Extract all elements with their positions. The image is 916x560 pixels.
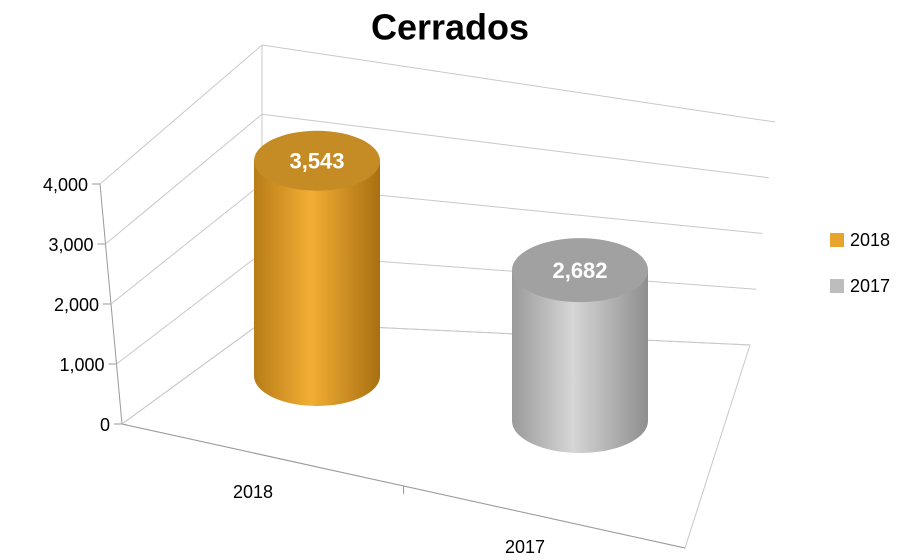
chart-title: Cerrados — [371, 7, 529, 48]
legend-label: 2018 — [850, 230, 890, 250]
bar — [254, 160, 380, 406]
bar-top — [512, 238, 648, 303]
grid-line — [116, 252, 757, 365]
y-tick-label: 2,000 — [54, 295, 99, 315]
grid-line — [99, 44, 776, 185]
legend-label: 2017 — [850, 276, 890, 296]
grid-line — [121, 321, 751, 425]
data-label: 2,682 — [552, 258, 607, 283]
data-label: 3,543 — [289, 149, 344, 174]
bar-top — [254, 130, 380, 191]
legend-swatch — [830, 233, 844, 247]
legend-swatch — [830, 279, 844, 293]
x-tick-label: 2017 — [505, 537, 545, 557]
grid-line — [105, 113, 769, 245]
y-tick-label: 4,000 — [43, 175, 88, 195]
y-tick-label: 0 — [100, 415, 110, 435]
grid-line — [110, 182, 763, 305]
x-tick-label: 2018 — [233, 482, 273, 502]
y-tick-label: 3,000 — [48, 235, 93, 255]
y-tick-label: 1,000 — [59, 355, 104, 375]
bar — [512, 270, 648, 453]
